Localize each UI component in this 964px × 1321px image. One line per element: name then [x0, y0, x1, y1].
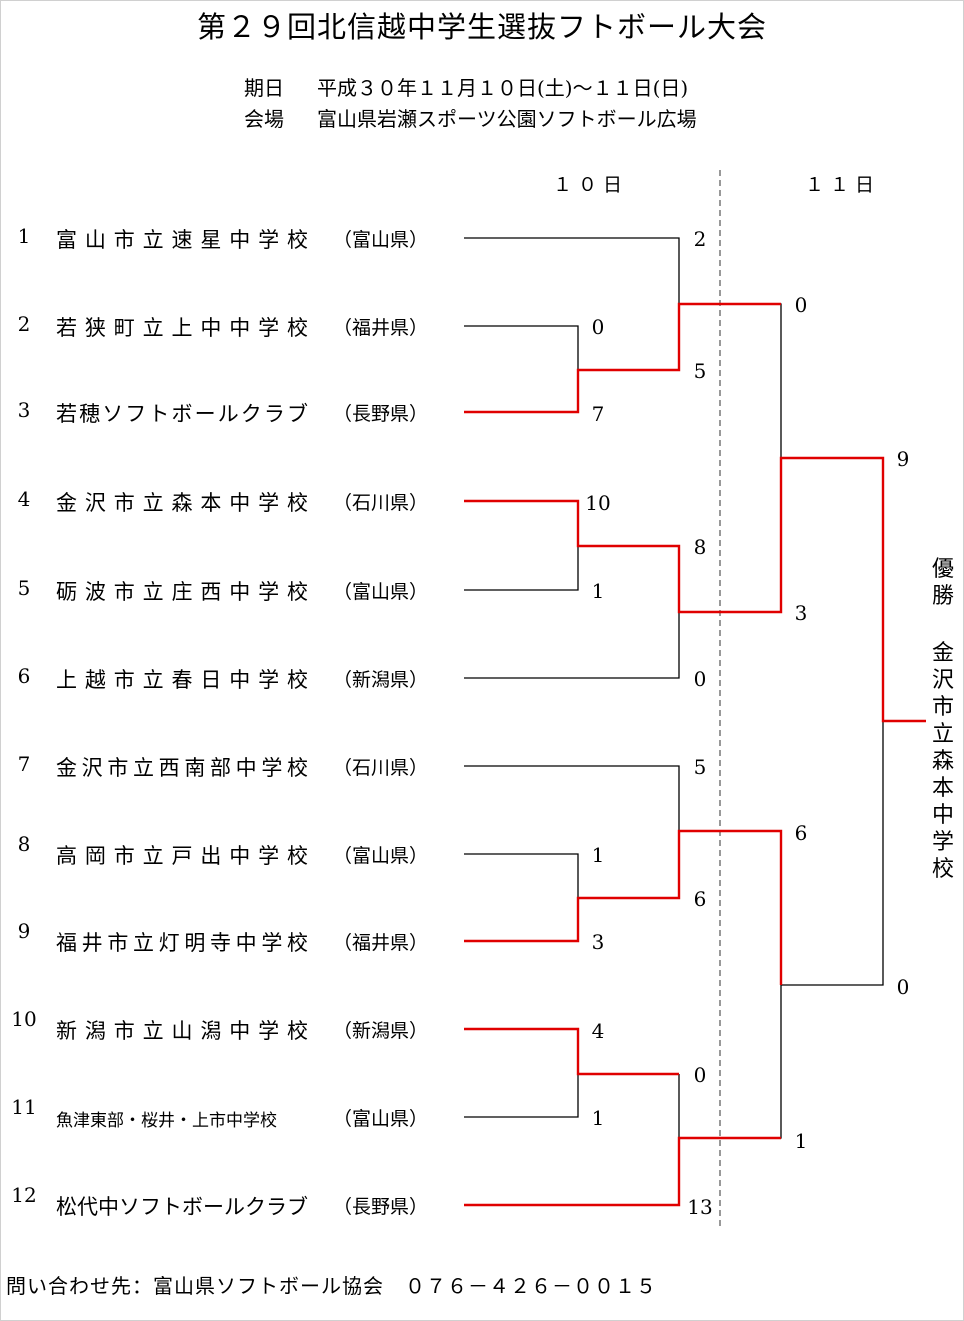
score-sf: 1 [784, 1129, 818, 1153]
score-r2: 0 [683, 1063, 717, 1087]
line-sf2-lower [679, 985, 781, 1138]
line-team8 [464, 854, 578, 898]
line-team11 [464, 1074, 578, 1117]
score-sf: 3 [784, 601, 818, 625]
score-sf: 6 [784, 821, 818, 845]
score-r1: 1 [581, 843, 615, 867]
score-final: 9 [886, 447, 920, 471]
score-r1: 10 [581, 491, 615, 515]
line-team7 [464, 766, 679, 831]
score-r2: 2 [683, 227, 717, 251]
score-r1: 4 [581, 1019, 615, 1043]
score-sf: 0 [784, 293, 818, 317]
line-final-bottom [781, 721, 883, 985]
contact-footer: 問い合わせ先：富山県ソフトボール協会 ０７６－４２６－００１５ [6, 1270, 657, 1299]
line-team2 [464, 326, 578, 370]
line-team1 [464, 238, 679, 304]
score-r1: 0 [581, 315, 615, 339]
line-team3-win [464, 304, 781, 412]
score-r1: 7 [581, 402, 615, 426]
score-r1: 1 [581, 1106, 615, 1130]
champion-label: 優勝 [926, 556, 960, 610]
score-r2: 5 [683, 755, 717, 779]
score-r2: 5 [683, 359, 717, 383]
score-r2: 0 [683, 667, 717, 691]
score-r2: 6 [683, 887, 717, 911]
score-r2: 8 [683, 535, 717, 559]
line-team12-win [464, 1138, 781, 1205]
score-r1: 1 [581, 579, 615, 603]
line-team6 [464, 612, 679, 678]
line-team10-win [464, 1029, 679, 1074]
score-r2: 13 [683, 1195, 717, 1219]
score-final: 0 [886, 975, 920, 999]
line-team5 [464, 546, 578, 590]
score-r1: 3 [581, 930, 615, 954]
champion-name: 金沢市立森本中学校 [926, 640, 960, 883]
